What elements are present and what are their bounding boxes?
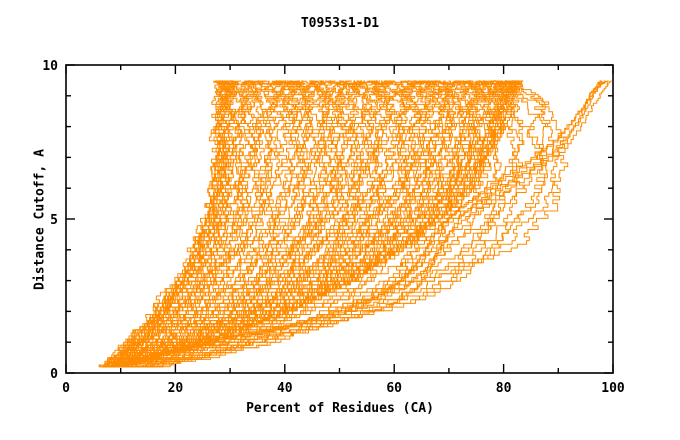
data-curve xyxy=(131,80,309,368)
data-curve-outlier xyxy=(115,80,609,366)
tick-labels-layer: 0 20 40 60 80 100 0 5 10 xyxy=(42,59,625,396)
data-curve xyxy=(128,80,372,368)
data-curve xyxy=(144,80,444,368)
data-curve xyxy=(144,80,461,368)
data-curve xyxy=(122,80,327,368)
x-tick-label: 60 xyxy=(386,381,402,396)
data-curve xyxy=(107,80,234,368)
data-curve xyxy=(134,80,408,368)
data-curve xyxy=(137,80,435,368)
data-curve xyxy=(146,80,569,368)
data-curve xyxy=(136,80,364,368)
data-curve-outlier xyxy=(112,80,606,368)
x-tick-label: 40 xyxy=(277,381,293,396)
data-curve xyxy=(155,80,544,368)
data-curve xyxy=(150,80,502,368)
x-tick-label: 80 xyxy=(496,381,512,396)
data-curve xyxy=(126,80,348,368)
y-tick-label: 0 xyxy=(50,367,58,382)
chart-title: T0953s1-D1 xyxy=(300,16,380,31)
data-curve xyxy=(109,80,264,368)
axes-layer xyxy=(65,64,614,374)
data-curve-outlier xyxy=(109,80,602,368)
x-axis-label: Percent of Residues (CA) xyxy=(246,401,434,416)
x-tick-label: 100 xyxy=(601,381,625,396)
data-curve-outlier xyxy=(109,80,612,368)
x-tick-label: 0 xyxy=(62,381,70,396)
data-curves-layer xyxy=(98,80,612,368)
data-curve xyxy=(114,80,452,368)
data-curve xyxy=(129,80,335,368)
data-curve xyxy=(137,80,402,368)
data-curve xyxy=(149,80,452,368)
y-tick-label: 5 xyxy=(50,213,58,228)
data-curve xyxy=(139,80,525,368)
data-curve xyxy=(106,80,359,368)
data-curve xyxy=(115,80,471,368)
data-curve xyxy=(137,80,377,368)
y-tick-label: 10 xyxy=(42,59,58,74)
data-curve xyxy=(112,80,414,368)
x-tick-label: 20 xyxy=(168,381,184,396)
